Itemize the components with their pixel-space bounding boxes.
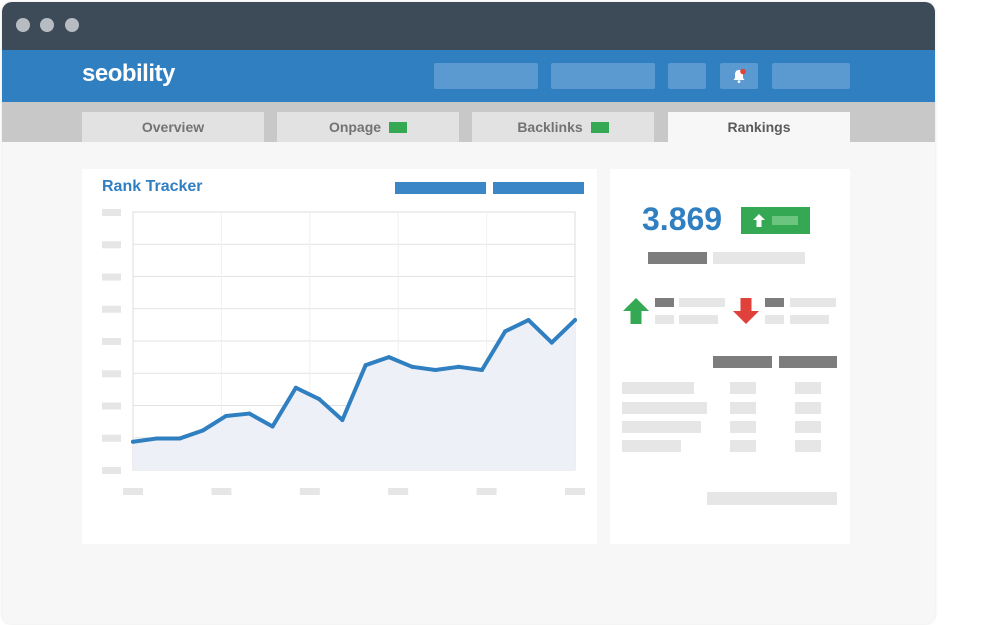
table-cell-placeholder bbox=[795, 402, 821, 414]
series-line bbox=[131, 318, 577, 444]
trend-value-placeholder bbox=[772, 216, 798, 225]
data-point bbox=[224, 413, 229, 418]
notifications-button[interactable] bbox=[720, 63, 758, 89]
top-nav-bar: seobility bbox=[2, 50, 935, 102]
loss-sub-placeholder bbox=[790, 315, 829, 324]
table-cell-placeholder bbox=[622, 402, 707, 414]
x-tick-label bbox=[299, 488, 320, 495]
data-point bbox=[410, 364, 415, 369]
data-point bbox=[293, 385, 298, 390]
nav-item-user[interactable] bbox=[772, 63, 850, 89]
y-tick-label bbox=[102, 209, 121, 216]
gain-label-placeholder bbox=[655, 298, 674, 307]
gain-sub-placeholder bbox=[679, 315, 718, 324]
tab-label: Backlinks bbox=[517, 119, 583, 135]
table-cell-placeholder bbox=[730, 421, 756, 433]
title-bar bbox=[2, 2, 935, 50]
data-point bbox=[131, 439, 135, 444]
chart-filter-button-1[interactable] bbox=[395, 182, 486, 194]
data-point bbox=[340, 418, 345, 423]
minimize-window-dot[interactable] bbox=[40, 18, 54, 32]
loss-sub-placeholder bbox=[765, 315, 784, 324]
data-point bbox=[270, 424, 275, 429]
y-tick-label bbox=[102, 402, 121, 410]
maximize-window-dot[interactable] bbox=[65, 18, 79, 32]
y-tick-label bbox=[102, 305, 121, 313]
bell-icon bbox=[733, 68, 746, 83]
data-point bbox=[317, 397, 322, 402]
table-cell-placeholder bbox=[795, 382, 821, 394]
table-cell-placeholder bbox=[730, 402, 756, 414]
data-point bbox=[503, 329, 508, 334]
data-point bbox=[247, 411, 252, 416]
loss-text-placeholder bbox=[790, 298, 836, 307]
table-cell-placeholder bbox=[795, 440, 821, 452]
close-window-dot[interactable] bbox=[16, 18, 30, 32]
y-tick-label bbox=[102, 467, 121, 474]
loss-label-placeholder bbox=[765, 298, 784, 307]
y-tick-label bbox=[102, 241, 121, 249]
x-tick-label bbox=[211, 488, 232, 495]
data-point bbox=[456, 364, 461, 369]
metric-label-placeholder bbox=[648, 252, 707, 264]
gain-sub-placeholder bbox=[655, 315, 674, 324]
data-point bbox=[386, 355, 391, 360]
y-tick-label bbox=[102, 370, 121, 378]
data-point bbox=[479, 368, 484, 373]
x-tick-label bbox=[476, 488, 497, 495]
trend-badge bbox=[741, 207, 810, 234]
metric-text-placeholder bbox=[713, 252, 805, 264]
table-header-placeholder bbox=[713, 356, 772, 368]
tab-onpage[interactable]: Onpage bbox=[277, 112, 459, 142]
tab-backlinks[interactable]: Backlinks bbox=[472, 112, 654, 142]
y-tick-label bbox=[102, 273, 121, 281]
data-point bbox=[177, 436, 182, 441]
y-tick-label bbox=[102, 434, 121, 442]
x-tick-label bbox=[123, 488, 143, 495]
arrow-up-icon bbox=[753, 214, 765, 227]
x-tick-label bbox=[388, 488, 409, 495]
footer-link-placeholder[interactable] bbox=[707, 492, 837, 505]
data-point bbox=[526, 318, 531, 323]
chart-filter-button-2[interactable] bbox=[493, 182, 584, 194]
tab-rankings[interactable]: Rankings bbox=[668, 112, 850, 142]
data-point bbox=[200, 428, 205, 433]
table-cell-placeholder bbox=[795, 421, 821, 433]
arrow-down-icon bbox=[733, 298, 759, 324]
tab-label: Overview bbox=[141, 119, 205, 135]
nav-item-3[interactable] bbox=[668, 63, 706, 89]
rank-chart bbox=[102, 209, 585, 495]
tab-bar: Overview Onpage Backlinks Rankings bbox=[2, 102, 935, 142]
data-point bbox=[573, 318, 577, 323]
data-point bbox=[363, 363, 368, 368]
data-point bbox=[154, 436, 159, 441]
table-header-placeholder bbox=[779, 356, 837, 368]
table-cell-placeholder bbox=[730, 382, 756, 394]
nav-item-1[interactable] bbox=[434, 63, 538, 89]
ranking-value: 3.869 bbox=[642, 201, 723, 237]
nav-item-2[interactable] bbox=[551, 63, 655, 89]
status-badge bbox=[389, 122, 408, 133]
tab-label: Rankings bbox=[727, 119, 791, 135]
table-cell-placeholder bbox=[622, 382, 694, 394]
app-window: seobility Overview Onpage Backlinks Rank… bbox=[2, 2, 935, 624]
x-tick-label bbox=[565, 488, 585, 495]
table-cell-placeholder bbox=[622, 440, 681, 452]
data-point bbox=[549, 340, 554, 345]
tab-overview[interactable]: Overview bbox=[82, 112, 264, 142]
arrow-up-icon bbox=[623, 298, 649, 324]
data-point bbox=[433, 368, 438, 373]
chart-title: Rank Tracker bbox=[102, 178, 203, 195]
gain-text-placeholder bbox=[679, 298, 725, 307]
table-cell-placeholder bbox=[622, 421, 701, 433]
brand-logo[interactable]: seobility bbox=[82, 60, 175, 87]
tab-label: Onpage bbox=[328, 119, 382, 135]
status-badge bbox=[590, 122, 609, 133]
y-tick-label bbox=[102, 338, 121, 345]
table-cell-placeholder bbox=[730, 440, 756, 452]
